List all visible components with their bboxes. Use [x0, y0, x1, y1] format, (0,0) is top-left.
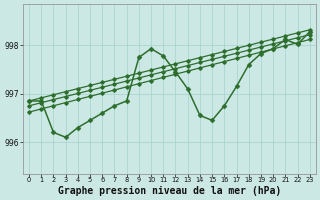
X-axis label: Graphe pression niveau de la mer (hPa): Graphe pression niveau de la mer (hPa) — [58, 186, 281, 196]
